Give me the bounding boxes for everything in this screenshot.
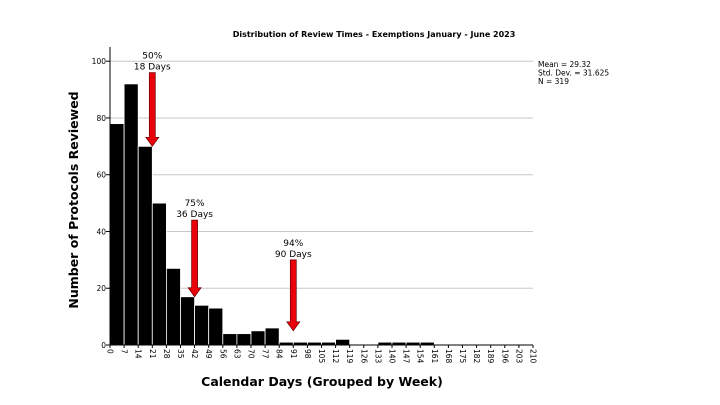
x-tick-label: 105 xyxy=(317,349,326,364)
x-tick-label: 84 xyxy=(275,349,284,359)
x-tick-label: 126 xyxy=(359,349,368,364)
x-tick-label: 210 xyxy=(529,349,538,364)
histogram-bar xyxy=(222,333,238,346)
days-label: 36 Days xyxy=(176,210,213,220)
days-label: 18 Days xyxy=(134,63,171,73)
x-tick-label: 91 xyxy=(289,349,298,359)
x-tick-label: 35 xyxy=(176,349,185,359)
histogram-bar xyxy=(194,304,210,346)
x-tick-label: 175 xyxy=(458,349,467,364)
y-tick-label: 100 xyxy=(92,57,107,66)
x-tick-label: 42 xyxy=(190,349,199,359)
x-tick-label: 119 xyxy=(345,349,354,364)
histogram-bar xyxy=(250,330,266,346)
x-tick-label: 28 xyxy=(162,349,171,359)
stat-line: N = 319 xyxy=(538,77,569,86)
x-tick-label: 147 xyxy=(402,349,411,364)
x-tick-label: 140 xyxy=(388,349,397,364)
x-tick-label: 182 xyxy=(472,349,481,364)
y-tick-label: 60 xyxy=(96,171,106,180)
histogram-bar xyxy=(165,267,181,346)
x-tick-label: 63 xyxy=(232,349,241,359)
x-tick-label: 0 xyxy=(106,349,115,354)
x-tick-label: 203 xyxy=(514,349,523,364)
x-tick-label: 98 xyxy=(303,349,312,359)
x-tick-label: 112 xyxy=(331,349,340,364)
percentile-arrow-group: 94%90 Days xyxy=(275,239,312,332)
y-axis-title: Number of Protocols Reviewed xyxy=(66,91,81,308)
chart-title: Distribution of Review Times - Exemption… xyxy=(233,30,516,39)
percentile-label: 75% xyxy=(185,199,205,209)
x-tick-label: 196 xyxy=(500,349,509,364)
x-tick-label: 133 xyxy=(373,349,382,364)
x-tick-label: 189 xyxy=(486,349,495,364)
x-tick-label: 7 xyxy=(120,349,129,354)
percentile-label: 94% xyxy=(283,239,303,249)
y-tick-label: 40 xyxy=(96,227,106,236)
y-tick-label: 0 xyxy=(101,341,106,350)
axes xyxy=(106,47,534,348)
histogram-bar xyxy=(137,145,153,346)
histogram-bar xyxy=(151,202,167,346)
percentile-label: 50% xyxy=(142,52,162,62)
percentile-annotations: 50%18 Days 75%36 Days 94%90 Days xyxy=(134,52,312,332)
histogram-bar xyxy=(335,338,351,346)
x-tick-label: 161 xyxy=(430,349,439,364)
histogram-bar xyxy=(264,327,280,346)
x-tick-label: 168 xyxy=(444,349,453,364)
histogram-bar xyxy=(123,83,139,346)
histogram-bar xyxy=(109,123,125,346)
x-tick-label: 56 xyxy=(218,349,227,359)
x-axis-title: Calendar Days (Grouped by Week) xyxy=(201,374,443,389)
x-tick-label: 77 xyxy=(261,349,270,359)
stat-line: Std. Dev. = 31.625 xyxy=(538,69,609,78)
x-tick-label: 21 xyxy=(148,349,157,359)
days-label: 90 Days xyxy=(275,250,312,260)
percentile-arrow-group: 75%36 Days xyxy=(176,199,213,298)
histogram-bar xyxy=(236,333,252,346)
x-tick-label: 154 xyxy=(416,349,425,364)
stat-line: Mean = 29.32 xyxy=(538,60,591,69)
y-tick-label: 20 xyxy=(96,284,106,293)
y-tick-label: 80 xyxy=(96,114,106,123)
grid-lines xyxy=(110,60,533,289)
x-tick-label: 70 xyxy=(247,349,256,359)
percentile-arrow-group: 50%18 Days xyxy=(134,52,171,147)
bars xyxy=(109,83,435,346)
red-arrow-icon xyxy=(286,259,301,332)
x-tick-label: 14 xyxy=(134,349,143,359)
red-arrow-icon xyxy=(187,219,202,298)
x-tick-label: 49 xyxy=(204,349,213,359)
histogram-bar xyxy=(208,307,224,346)
histogram-bar xyxy=(180,296,196,346)
red-arrow-icon xyxy=(145,72,160,147)
